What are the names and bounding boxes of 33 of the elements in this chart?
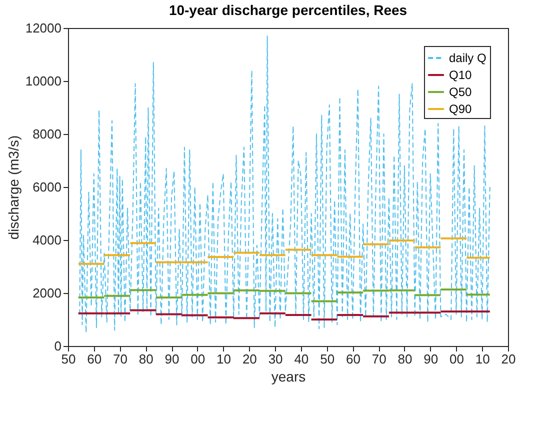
y-tick-label: 4000 <box>32 232 62 248</box>
x-tick-label: 90 <box>424 352 438 366</box>
chart-title: 10-year discharge percentiles, Rees <box>168 2 408 18</box>
x-tick-label: 70 <box>372 352 386 366</box>
x-tick-label: 60 <box>87 352 102 366</box>
y-tick-label: 6000 <box>32 180 62 194</box>
x-tick-label: 10 <box>216 352 232 366</box>
y-tick-label: 8000 <box>32 126 62 142</box>
x-tick-label: 00 <box>450 352 464 366</box>
x-tick-label: 50 <box>61 352 76 366</box>
legend-label: Q90 <box>449 102 472 116</box>
y-tick-label: 10000 <box>25 74 62 88</box>
x-tick-label: 60 <box>346 352 360 366</box>
legend-label: Q50 <box>449 85 472 99</box>
x-axis-title: years <box>271 368 306 384</box>
legend-label: daily Q <box>449 51 486 65</box>
x-tick-label: 50 <box>320 352 335 366</box>
x-tick-label: 00 <box>190 352 206 366</box>
x-tick-label: 80 <box>138 352 154 366</box>
x-tick-label: 70 <box>113 352 128 366</box>
y-axis-title: discharge (m3/s) <box>5 135 22 240</box>
x-tick-label: 30 <box>268 352 283 366</box>
y-tick-label: 12000 <box>25 20 62 36</box>
line-series <box>79 35 490 334</box>
legend-label: Q10 <box>449 68 472 82</box>
x-tick-label: 10 <box>475 352 490 366</box>
x-tick-label: 20 <box>501 352 516 366</box>
y-tick-label: 2000 <box>32 286 62 300</box>
x-tick-label: 40 <box>294 352 309 366</box>
x-tick-label: 80 <box>398 352 412 366</box>
x-tick-label: 20 <box>242 352 257 366</box>
y-tick-label: 0 <box>54 338 62 354</box>
x-tick-label: 90 <box>164 352 180 366</box>
